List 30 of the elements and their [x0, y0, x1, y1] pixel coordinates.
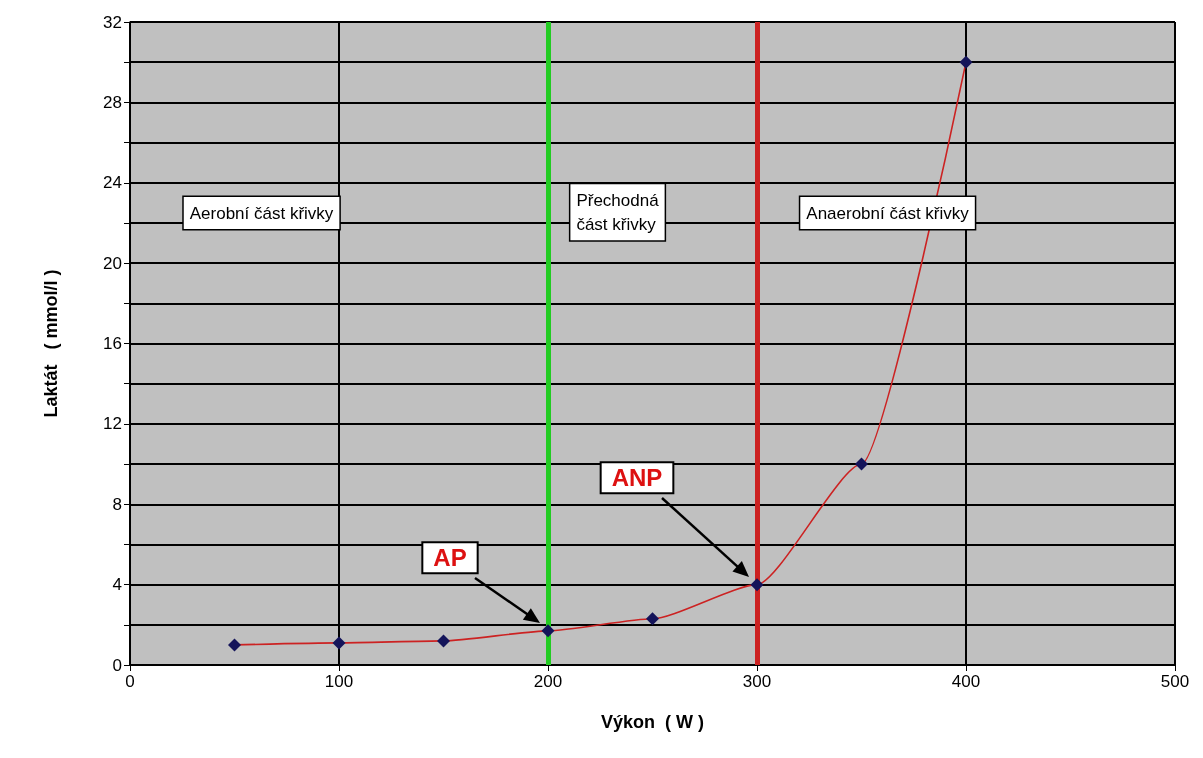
point — [855, 457, 868, 471]
y-tick-label: 8 — [112, 494, 122, 514]
y-tick-label: 20 — [103, 253, 122, 273]
y-tick-label: 0 — [112, 655, 122, 675]
point — [332, 636, 346, 650]
y-tick-label: 4 — [112, 575, 122, 595]
y-tick-label: 16 — [103, 334, 122, 353]
annotation: ANP — [611, 464, 663, 492]
x-tick-label: 0 — [125, 672, 135, 691]
y-tick-label: 24 — [103, 173, 122, 193]
x-tick-label: 400 — [951, 672, 981, 691]
annotation: Aerobní část křivky — [189, 203, 334, 223]
annotation: AP — [433, 544, 467, 572]
y-axis-title: Laktát ( mmol/l ) — [41, 269, 61, 418]
point — [228, 638, 241, 652]
y-tick-label: 28 — [103, 92, 122, 112]
x-tick-label: 100 — [324, 672, 354, 691]
x-tick-label: 300 — [742, 672, 772, 691]
annotation: Anaerobní část křivky — [806, 203, 970, 223]
point — [959, 55, 973, 69]
x-tick-label: 500 — [1160, 672, 1190, 691]
y-tick-label: 32 — [103, 12, 122, 32]
x-tick-label: 200 — [533, 672, 563, 691]
point — [437, 634, 450, 648]
point — [541, 624, 555, 638]
x-axis-title: Výkon ( W ) — [601, 712, 704, 732]
point — [646, 612, 659, 626]
point — [750, 578, 764, 592]
annotation: Přechodná část křivky — [576, 190, 660, 234]
y-tick-label: 12 — [103, 414, 122, 434]
